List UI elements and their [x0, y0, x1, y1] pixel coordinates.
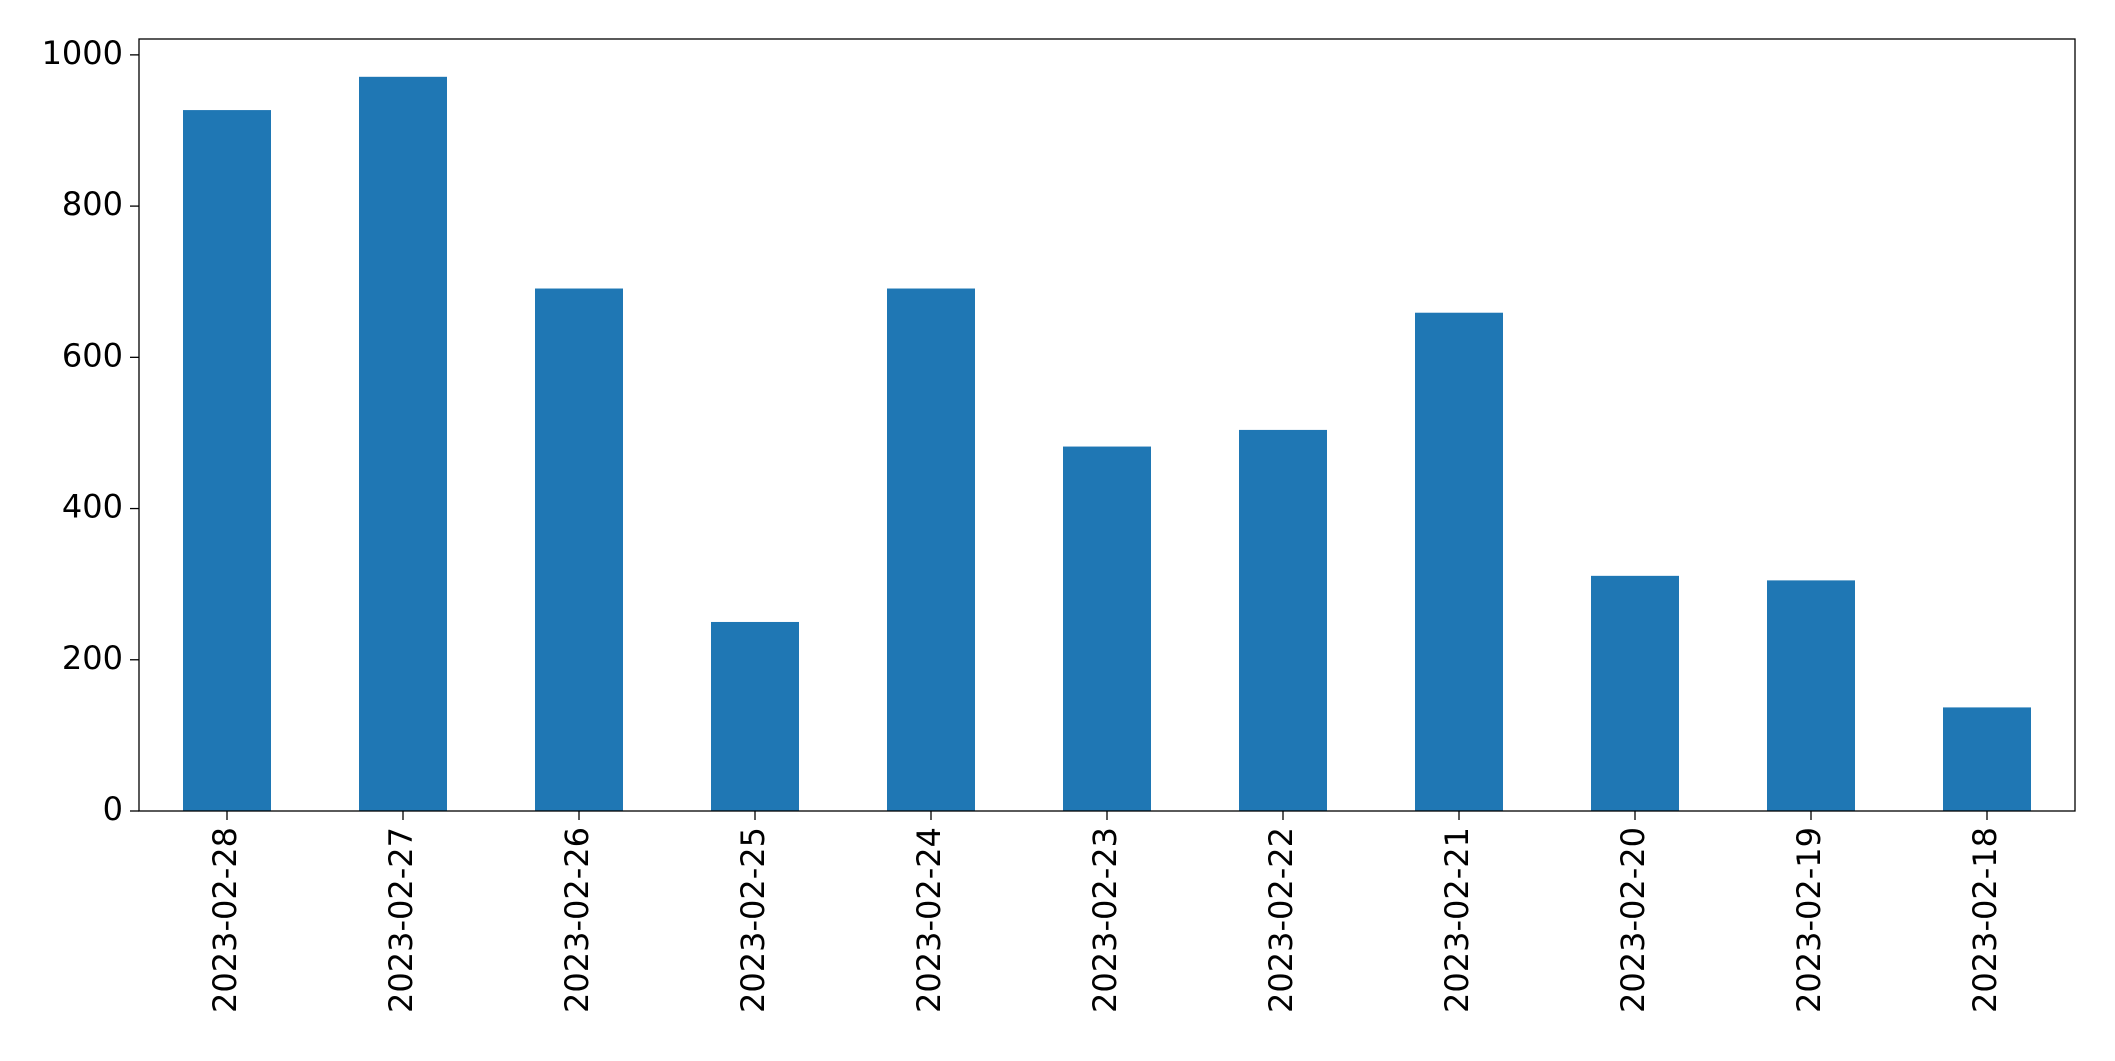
x-tick-label: 2023-02-25: [734, 827, 772, 1013]
x-tick-label: 2023-02-21: [1438, 827, 1476, 1013]
x-tick-label: 2023-02-26: [558, 827, 596, 1013]
bar: [1415, 312, 1503, 811]
x-tick-label: 2023-02-28: [206, 827, 244, 1013]
bar: [1767, 580, 1855, 811]
y-tick-label: 1000: [42, 34, 123, 72]
bar: [887, 288, 975, 811]
bar: [183, 110, 271, 811]
axes-frame: [138, 38, 2076, 812]
y-tick-label: 600: [62, 336, 123, 374]
x-tick-label: 2023-02-18: [1966, 827, 2004, 1013]
x-tick-label: 2023-02-27: [382, 827, 420, 1013]
y-tick-label: 200: [62, 639, 123, 677]
y-tick-label: 0: [103, 790, 123, 828]
x-tick-label: 2023-02-20: [1614, 827, 1652, 1013]
y-tick-label: 800: [62, 185, 123, 223]
x-tick-label: 2023-02-19: [1790, 827, 1828, 1013]
x-tick-label: 2023-02-24: [910, 827, 948, 1013]
bar: [535, 288, 623, 811]
bar: [1591, 575, 1679, 811]
x-tick-label: 2023-02-22: [1262, 827, 1300, 1013]
x-tick-label: 2023-02-23: [1086, 827, 1124, 1013]
y-tick-label: 400: [62, 488, 123, 526]
bar: [711, 621, 799, 811]
bar: [1239, 429, 1327, 811]
bar: [1943, 707, 2031, 811]
bar: [359, 76, 447, 811]
bar: [1063, 446, 1151, 811]
